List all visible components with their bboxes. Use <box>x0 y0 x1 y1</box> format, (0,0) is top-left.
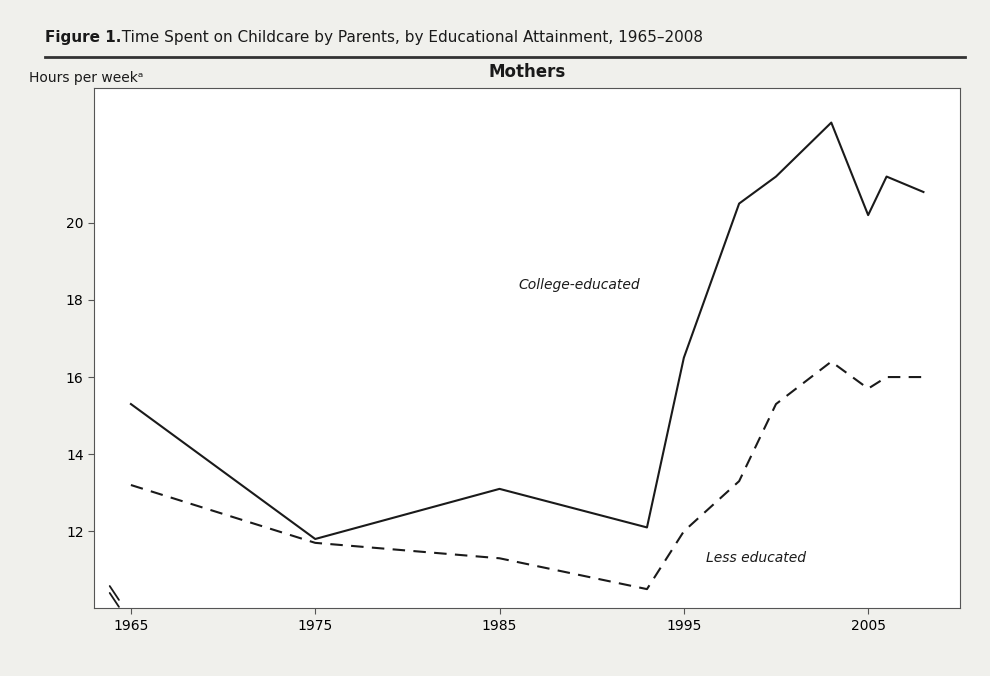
Text: Figure 1.: Figure 1. <box>45 30 121 45</box>
Text: Less educated: Less educated <box>706 551 806 565</box>
Text: Hours per weekᵃ: Hours per weekᵃ <box>29 71 144 85</box>
Title: Mothers: Mothers <box>488 63 566 80</box>
Text: Time Spent on Childcare by Parents, by Educational Attainment, 1965–2008: Time Spent on Childcare by Parents, by E… <box>112 30 703 45</box>
Text: College-educated: College-educated <box>518 278 640 291</box>
